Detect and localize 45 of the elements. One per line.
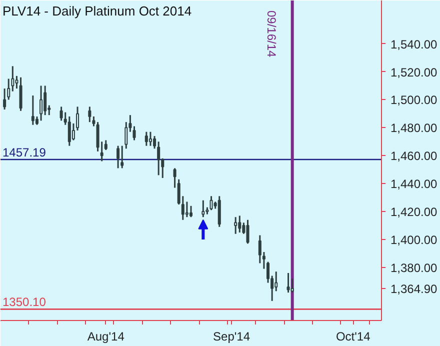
- candlestick: [148, 131, 152, 147]
- y-tick-label: 1,380.00: [390, 260, 438, 275]
- candlestick: [3, 88, 6, 110]
- candlestick: [234, 216, 238, 235]
- candlestick: [72, 122, 75, 141]
- candlestick: [68, 116, 71, 147]
- candlestick: [189, 205, 193, 218]
- ref-line-label: 1457.19: [2, 146, 46, 160]
- y-tick-label: 1,480.00: [390, 121, 438, 136]
- candlestick: [19, 76, 22, 112]
- y-tick-label: 1,500.00: [390, 93, 438, 108]
- candlestick: [218, 195, 221, 228]
- candlestick: [60, 106, 63, 122]
- ref-line-label: 1350.10: [2, 295, 46, 310]
- ref-line-label: 09/16/14: [264, 10, 278, 58]
- y-tick-label: 1,364.90: [390, 282, 438, 296]
- candlestick: [290, 278, 294, 294]
- x-tick-label: Aug'14: [87, 330, 125, 344]
- candlestick: [76, 106, 80, 132]
- candlestick: [202, 200, 205, 218]
- candlestick: [173, 167, 176, 188]
- y-tick-label: 1,420.00: [390, 205, 438, 220]
- x-tick-label: Sep'14: [213, 330, 250, 344]
- candlestick: [246, 219, 250, 244]
- candlestick: [144, 131, 148, 147]
- candlestick: [210, 195, 213, 211]
- candlestick: [286, 272, 290, 294]
- candlestick: [104, 139, 108, 151]
- y-tick-label: 1,460.00: [390, 149, 438, 164]
- candlestick: [15, 75, 18, 90]
- y-tick-label: 1,540.00: [390, 37, 438, 52]
- y-tick-label: 1,440.00: [390, 177, 438, 192]
- candlestick: [116, 145, 120, 169]
- candlestick: [120, 145, 124, 169]
- candlestick: [124, 121, 128, 150]
- chart-title: PLV14 - Daily Platinum Oct 2014: [2, 4, 192, 18]
- y-tick-label: 1,520.00: [390, 65, 438, 80]
- candlestick: [31, 94, 34, 126]
- candlestick: [88, 106, 92, 123]
- y-tick-label: 1,400.00: [390, 232, 438, 247]
- x-tick-label: Oct'14: [336, 330, 371, 344]
- candlestick: [40, 84, 43, 122]
- candlestick: [238, 214, 242, 234]
- candlestick: [185, 200, 188, 218]
- candlestick: [274, 270, 278, 292]
